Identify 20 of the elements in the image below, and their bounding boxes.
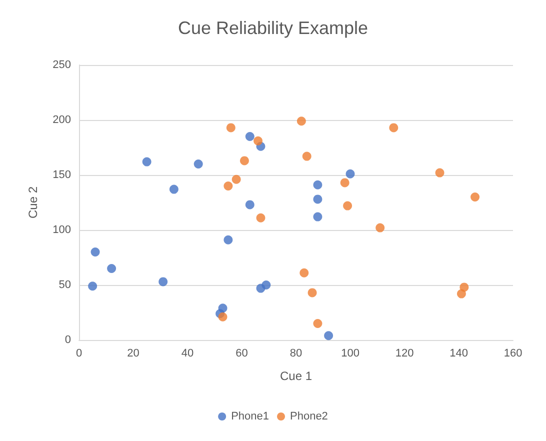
legend-label: Phone1 xyxy=(231,410,270,422)
chart-title: Cue Reliability Example xyxy=(178,18,368,38)
x-tick-label: 80 xyxy=(290,348,302,360)
x-tick-label: 100 xyxy=(341,348,360,360)
x-tick-label: 160 xyxy=(504,348,522,360)
y-tick-label: 200 xyxy=(52,114,71,126)
y-tick-label: 0 xyxy=(64,334,71,346)
x-tick-label: 0 xyxy=(76,348,82,360)
y-axis-title: Cue 2 xyxy=(26,186,40,219)
legend-label: Phone2 xyxy=(290,410,328,422)
y-tick-label: 50 xyxy=(58,279,71,291)
y-tick-label: 100 xyxy=(52,224,71,236)
x-tick-label: 40 xyxy=(181,348,194,360)
y-tick-label: 150 xyxy=(52,169,71,181)
x-tick-label: 20 xyxy=(127,348,140,360)
y-tick-label: 250 xyxy=(52,59,71,71)
x-tick-label: 60 xyxy=(236,348,248,360)
x-tick-label: 120 xyxy=(395,348,414,360)
x-tick-label: 140 xyxy=(450,348,468,360)
x-axis-title: Cue 1 xyxy=(280,369,312,383)
